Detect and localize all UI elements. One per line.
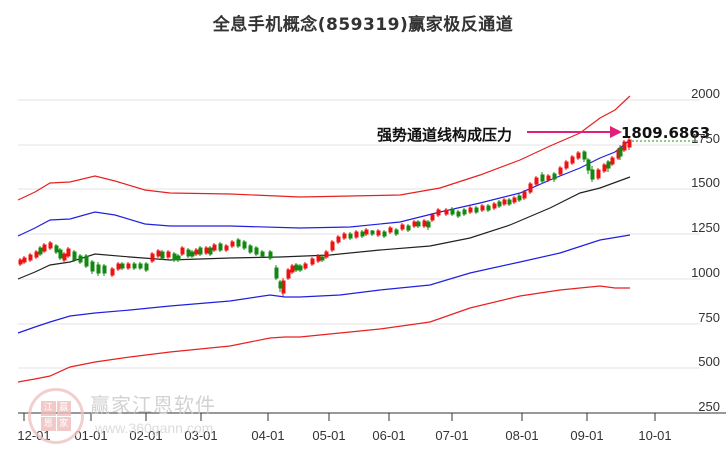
x-tick-label: 03-01 (184, 428, 218, 443)
y-tick-label: 750 (698, 310, 720, 325)
middle-line (17, 176, 631, 280)
y-tick-label: 1250 (691, 220, 720, 235)
x-tick-label: 07-01 (435, 428, 469, 443)
x-tick-label: 04-01 (251, 428, 285, 443)
watermark-brand: 赢家江恩软件 (90, 393, 216, 417)
watermark-url: www.360gann.com (95, 420, 214, 436)
x-tick-label: 02-01 (129, 428, 163, 443)
seal-char: 江 (41, 401, 56, 416)
upper-inner-band (17, 139, 631, 237)
x-tick-label: 05-01 (312, 428, 346, 443)
lower-inner-band (17, 234, 631, 334)
y-tick-label: 250 (698, 399, 720, 414)
y-tick-label: 1750 (691, 131, 720, 146)
annotation-value: 1809.6863 (621, 124, 711, 142)
y-tick-label: 500 (698, 354, 720, 369)
watermark-seal-icon: 江 赢 恩 家 (28, 388, 84, 444)
y-tick-label: 1500 (691, 175, 720, 190)
arrow-icon (527, 126, 622, 138)
x-tick-label: 08-01 (505, 428, 539, 443)
seal-char: 家 (56, 416, 71, 431)
x-tick-label: 01-01 (74, 428, 108, 443)
seal-char: 恩 (41, 416, 56, 431)
x-axis (18, 412, 726, 421)
x-tick-label: 10-01 (638, 428, 672, 443)
annotation-label: 强势通道线构成压力 (377, 126, 513, 144)
lower-outer-band (17, 285, 630, 383)
y-tick-label: 1000 (691, 265, 720, 280)
chart-title: 全息手机概念(859319)赢家极反通道 (212, 15, 514, 35)
y-tick-label: 2000 (691, 86, 720, 101)
x-tick-label: 09-01 (570, 428, 604, 443)
seal-char: 赢 (56, 401, 71, 416)
gridlines (18, 99, 700, 369)
candlesticks (18, 138, 632, 296)
x-tick-label: 06-01 (372, 428, 406, 443)
upper-outer-band (17, 95, 631, 201)
